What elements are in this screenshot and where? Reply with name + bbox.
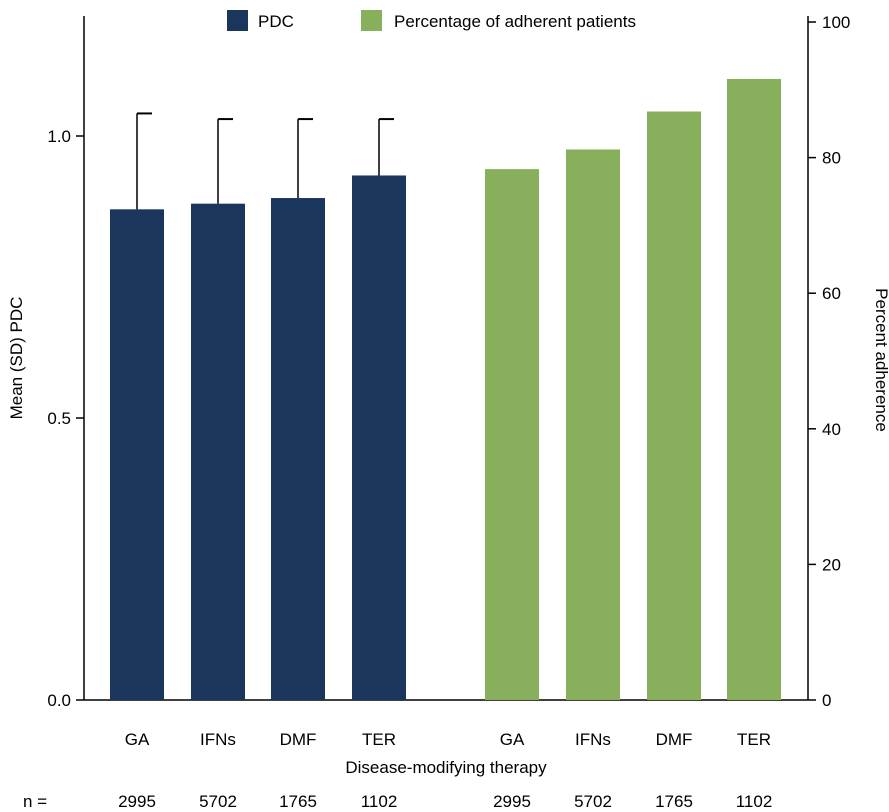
legend-swatch-pdc (227, 10, 248, 31)
x-tick-label: IFNs (200, 730, 236, 749)
n-value-label: 1765 (655, 792, 693, 811)
x-tick-label: IFNs (575, 730, 611, 749)
legend-label-pdc: PDC (258, 12, 294, 31)
right-tick-label: 60 (822, 284, 841, 303)
right-tick-label: 40 (822, 420, 841, 439)
right-tick-label: 0 (822, 691, 831, 710)
n-value-label: 5702 (574, 792, 612, 811)
right-tick-label: 100 (822, 13, 850, 32)
right-tick-label: 80 (822, 149, 841, 168)
x-tick-label: TER (362, 730, 396, 749)
bar-adherent-ga (485, 169, 539, 701)
bar-pdc-ifns (191, 203, 245, 700)
n-value-label: 1765 (279, 792, 317, 811)
right-tick-label: 20 (822, 555, 841, 574)
x-tick-label: TER (737, 730, 771, 749)
legend: PDC Percentage of adherent patients (227, 10, 636, 31)
x-tick-label: GA (125, 730, 150, 749)
left-tick-label: 0.5 (47, 409, 71, 428)
legend-label-adherent: Percentage of adherent patients (394, 12, 636, 31)
y-axis-title-right: Percent adherence (872, 288, 889, 432)
right-axis-ticks: 0 20 40 60 80 100 (808, 13, 850, 710)
bar-pdc-dmf (271, 198, 325, 701)
bar-adherent-ifns (566, 149, 620, 701)
x-tick-label: GA (500, 730, 525, 749)
x-tick-labels: GA IFNs DMF TER GA IFNs DMF TER (125, 730, 771, 749)
left-tick-label: 0.0 (47, 691, 71, 710)
x-tick-label: DMF (656, 730, 693, 749)
x-axis-title: Disease-modifying therapy (345, 758, 547, 777)
n-prefix-label: n = (23, 792, 47, 811)
bars (110, 78, 781, 701)
left-tick-label: 1.0 (47, 127, 71, 146)
bar-adherent-ter (727, 78, 781, 700)
n-value-label: 5702 (199, 792, 237, 811)
bar-adherent-dmf (647, 111, 701, 701)
n-value-label: 1102 (736, 792, 773, 811)
n-value-label: 2995 (493, 792, 531, 811)
n-labels: 2995 5702 1765 1102 2995 5702 1765 1102 (118, 792, 772, 811)
y-axis-title-left: Mean (SD) PDC (7, 297, 26, 420)
bar-pdc-ter (352, 175, 406, 701)
n-value-label: 1102 (361, 792, 398, 811)
legend-swatch-adherent (361, 10, 382, 31)
left-axis-ticks: 0.0 0.5 1.0 (47, 127, 84, 710)
x-tick-label: DMF (280, 730, 317, 749)
n-value-label: 2995 (118, 792, 156, 811)
bar-pdc-ga (110, 209, 164, 700)
